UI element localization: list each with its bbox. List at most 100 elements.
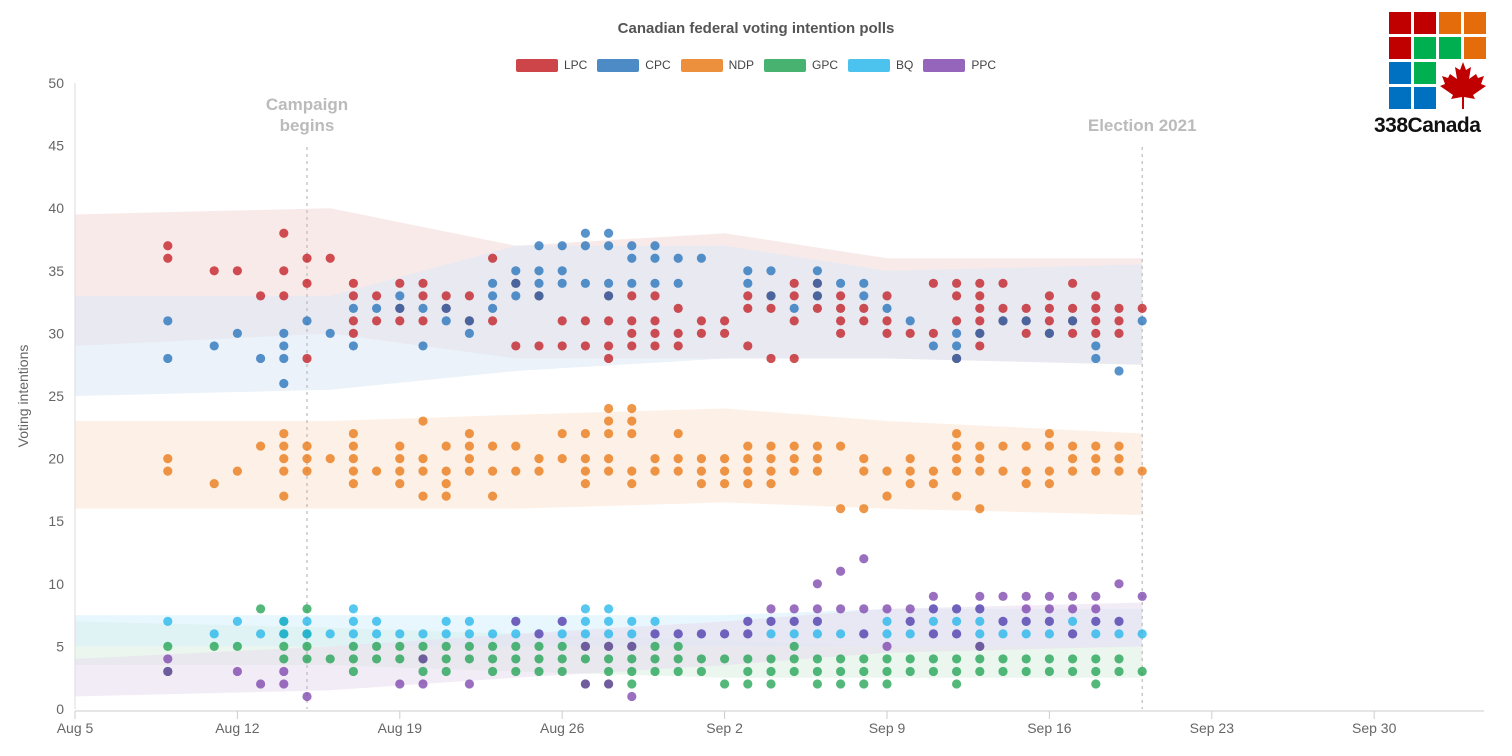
point-lpc[interactable] bbox=[348, 278, 358, 288]
point-ndp[interactable] bbox=[1044, 479, 1054, 489]
point-gpc[interactable] bbox=[604, 654, 614, 664]
point-lpc[interactable] bbox=[928, 328, 939, 338]
point-cpc[interactable] bbox=[395, 303, 405, 313]
point-gpc[interactable] bbox=[557, 666, 567, 677]
point-lpc[interactable] bbox=[418, 278, 428, 288]
point-ndp[interactable] bbox=[766, 479, 776, 489]
point-ndp[interactable] bbox=[348, 466, 358, 476]
point-lpc[interactable] bbox=[1068, 278, 1078, 288]
point-gpc[interactable] bbox=[441, 641, 451, 652]
point-cpc[interactable] bbox=[859, 291, 869, 301]
point-cpc[interactable] bbox=[372, 303, 382, 313]
point-bq[interactable] bbox=[348, 604, 358, 614]
point-cpc[interactable] bbox=[418, 341, 428, 351]
point-lpc[interactable] bbox=[604, 341, 614, 351]
point-gpc[interactable] bbox=[1021, 666, 1031, 677]
point-lpc[interactable] bbox=[395, 278, 405, 288]
point-lpc[interactable] bbox=[534, 341, 544, 351]
point-ndp[interactable] bbox=[1044, 466, 1054, 476]
point-ndp[interactable] bbox=[348, 454, 358, 464]
point-ndp[interactable] bbox=[464, 441, 474, 451]
point-ndp[interactable] bbox=[372, 466, 382, 476]
point-bq[interactable] bbox=[580, 604, 591, 614]
point-ppc[interactable] bbox=[580, 641, 591, 652]
point-gpc[interactable] bbox=[464, 654, 474, 664]
point-gpc[interactable] bbox=[372, 641, 382, 652]
point-lpc[interactable] bbox=[882, 291, 892, 301]
point-ndp[interactable] bbox=[1068, 454, 1078, 464]
point-lpc[interactable] bbox=[1091, 328, 1101, 338]
legend-item-bq[interactable]: BQ bbox=[848, 58, 913, 72]
point-ppc[interactable] bbox=[418, 679, 428, 689]
point-ndp[interactable] bbox=[488, 441, 498, 451]
point-cpc[interactable] bbox=[928, 341, 939, 351]
point-bq[interactable] bbox=[302, 616, 312, 626]
point-lpc[interactable] bbox=[279, 266, 289, 276]
point-ndp[interactable] bbox=[998, 441, 1008, 451]
point-lpc[interactable] bbox=[163, 253, 173, 263]
legend-item-ndp[interactable]: NDP bbox=[680, 58, 754, 72]
point-cpc[interactable] bbox=[325, 328, 335, 338]
point-lpc[interactable] bbox=[1114, 303, 1124, 313]
point-lpc[interactable] bbox=[743, 303, 753, 313]
point-ppc[interactable] bbox=[604, 641, 614, 652]
point-cpc[interactable] bbox=[209, 341, 219, 351]
point-lpc[interactable] bbox=[836, 303, 846, 313]
point-gpc[interactable] bbox=[604, 666, 614, 677]
point-ndp[interactable] bbox=[395, 454, 405, 464]
point-ndp[interactable] bbox=[650, 466, 660, 476]
point-cpc[interactable] bbox=[348, 341, 358, 351]
point-ndp[interactable] bbox=[1114, 441, 1124, 451]
point-gpc[interactable] bbox=[1068, 666, 1078, 677]
point-gpc[interactable] bbox=[325, 654, 335, 664]
point-ndp[interactable] bbox=[1091, 441, 1101, 451]
point-gpc[interactable] bbox=[302, 604, 312, 614]
point-ndp[interactable] bbox=[279, 491, 289, 501]
point-lpc[interactable] bbox=[650, 291, 660, 301]
point-bq[interactable] bbox=[975, 616, 985, 626]
point-ppc[interactable] bbox=[882, 604, 892, 614]
point-bq[interactable] bbox=[952, 616, 962, 626]
point-gpc[interactable] bbox=[302, 654, 312, 664]
point-ndp[interactable] bbox=[534, 454, 544, 464]
point-bq[interactable] bbox=[302, 629, 312, 639]
point-lpc[interactable] bbox=[302, 353, 312, 364]
point-cpc[interactable] bbox=[488, 278, 498, 288]
point-bq[interactable] bbox=[1137, 629, 1147, 639]
point-cpc[interactable] bbox=[464, 328, 474, 338]
point-cpc[interactable] bbox=[534, 278, 544, 288]
point-lpc[interactable] bbox=[1068, 303, 1078, 313]
point-cpc[interactable] bbox=[441, 303, 451, 313]
point-lpc[interactable] bbox=[1044, 316, 1054, 326]
point-gpc[interactable] bbox=[557, 641, 567, 652]
point-lpc[interactable] bbox=[372, 316, 382, 326]
point-ppc[interactable] bbox=[1021, 616, 1031, 626]
point-lpc[interactable] bbox=[441, 291, 451, 301]
point-gpc[interactable] bbox=[348, 641, 358, 652]
point-ndp[interactable] bbox=[580, 479, 591, 489]
point-cpc[interactable] bbox=[163, 316, 173, 326]
point-ndp[interactable] bbox=[673, 454, 683, 464]
point-gpc[interactable] bbox=[998, 666, 1008, 677]
point-gpc[interactable] bbox=[789, 666, 799, 677]
point-ndp[interactable] bbox=[743, 466, 753, 476]
point-gpc[interactable] bbox=[720, 679, 730, 689]
point-lpc[interactable] bbox=[348, 328, 358, 338]
point-lpc[interactable] bbox=[859, 303, 869, 313]
point-cpc[interactable] bbox=[604, 241, 614, 251]
point-gpc[interactable] bbox=[232, 641, 242, 652]
point-bq[interactable] bbox=[395, 629, 405, 639]
point-cpc[interactable] bbox=[1068, 316, 1078, 326]
point-ppc[interactable] bbox=[975, 591, 985, 601]
point-gpc[interactable] bbox=[1068, 654, 1078, 664]
point-cpc[interactable] bbox=[302, 316, 312, 326]
point-ndp[interactable] bbox=[441, 466, 451, 476]
point-gpc[interactable] bbox=[488, 641, 498, 652]
point-lpc[interactable] bbox=[673, 341, 683, 351]
point-ndp[interactable] bbox=[975, 504, 985, 514]
legend-item-gpc[interactable]: GPC bbox=[763, 58, 838, 72]
point-lpc[interactable] bbox=[720, 316, 730, 326]
point-ndp[interactable] bbox=[604, 416, 614, 426]
point-ppc[interactable] bbox=[882, 641, 892, 652]
legend-item-lpc[interactable]: LPC bbox=[515, 58, 587, 72]
